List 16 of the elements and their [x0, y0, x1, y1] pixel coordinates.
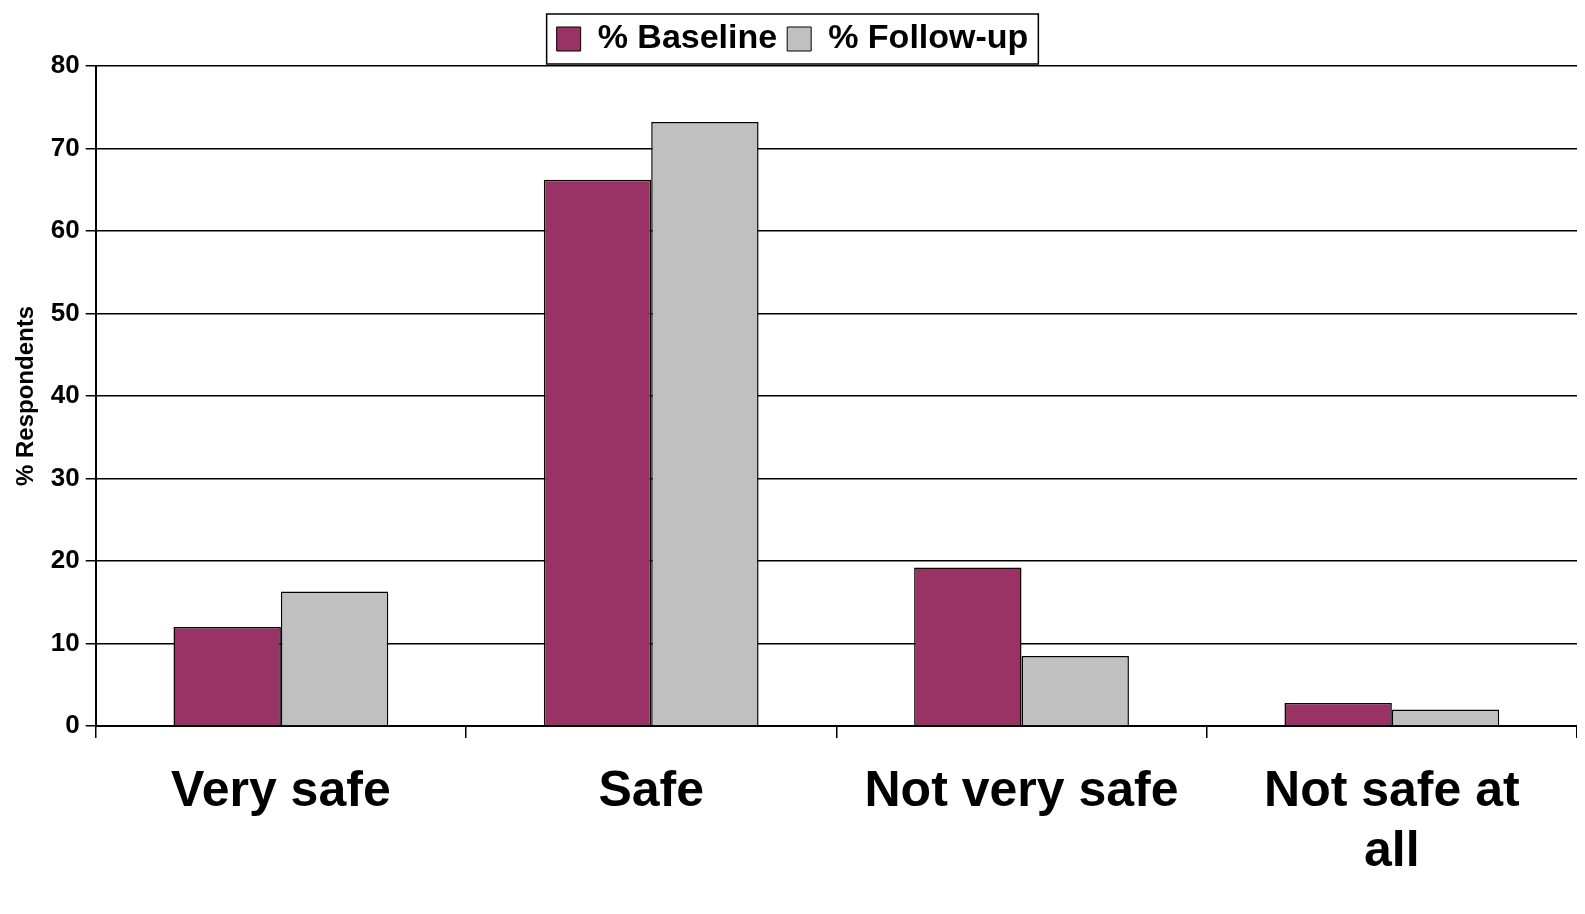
- y-tick-label: 70: [50, 131, 80, 162]
- y-axis-title: % Respondents: [11, 305, 39, 487]
- y-tick-label: 30: [50, 461, 80, 492]
- y-tick-label: 10: [50, 626, 80, 657]
- y-tick-label: 40: [50, 379, 80, 410]
- legend-label: % Baseline: [597, 17, 778, 56]
- y-tick-label: 50: [50, 296, 80, 327]
- y-tick-label: 60: [50, 214, 80, 245]
- legend-label: % Follow-up: [828, 17, 1029, 56]
- y-tick-label: 20: [50, 544, 80, 575]
- y-tick-label: 80: [50, 49, 80, 80]
- x-tick-label: Not safe at all: [1264, 760, 1520, 877]
- x-tick-label: Safe: [598, 760, 705, 817]
- x-tick-label: Not very safe: [864, 760, 1179, 817]
- x-tick-label: Very safe: [171, 760, 391, 817]
- y-tick-label: 0: [65, 709, 80, 740]
